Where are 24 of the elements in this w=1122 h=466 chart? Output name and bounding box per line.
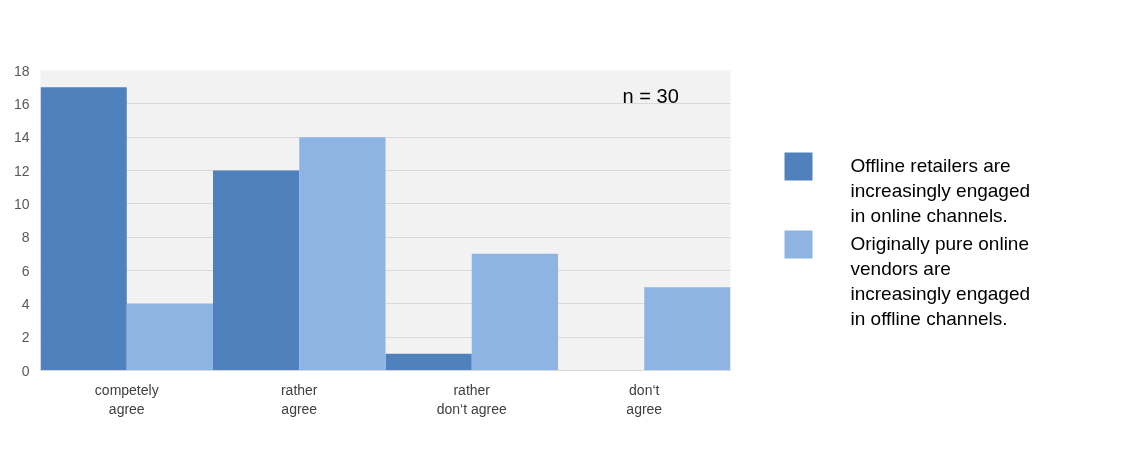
y-tick-label: 2 [21, 329, 30, 346]
y-tick-label: 6 [21, 262, 30, 279]
bar [126, 303, 213, 371]
legend-label: Originally pure online vendors are increasingly engaged in offline channels. [850, 232, 1031, 330]
bar [299, 137, 386, 371]
x-tick-label: rather don‘t agree [436, 381, 507, 417]
y-tick-label: 14 [13, 129, 30, 146]
x-tick-label: competely agree [94, 381, 159, 417]
x-tick-label: rather agree [280, 381, 318, 417]
y-tick-label: 10 [13, 195, 30, 212]
bar [213, 170, 300, 371]
bar [471, 253, 558, 371]
x-tick-label: don‘t agree [626, 381, 663, 417]
legend-label: Offline retailers are increasingly engaged in online channels. [850, 154, 1031, 226]
y-tick-label: 8 [21, 229, 30, 246]
bar [644, 287, 731, 371]
y-tick-label: 0 [21, 362, 30, 379]
bar [385, 353, 472, 371]
y-tick-label: 4 [21, 295, 30, 312]
y-tick-label: 12 [13, 162, 30, 179]
y-tick-label: 18 [13, 62, 30, 79]
bar [40, 87, 127, 371]
annotation: n = 30 [622, 84, 679, 107]
y-tick-label: 16 [13, 95, 30, 112]
